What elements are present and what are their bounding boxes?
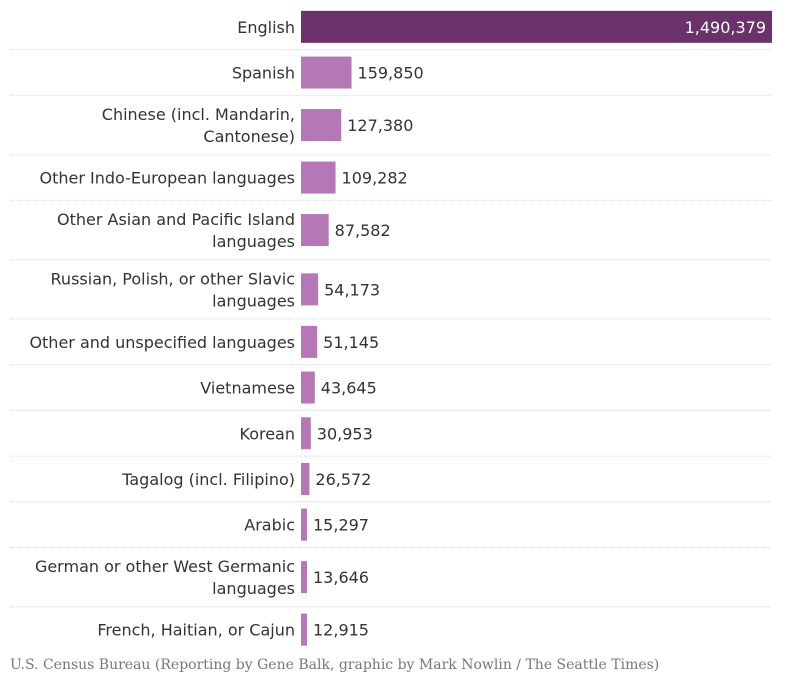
bar-5 — [301, 273, 319, 306]
value-label: 87,582 — [335, 221, 391, 240]
bar-7 — [301, 371, 315, 404]
category-label: Spanish — [232, 64, 295, 83]
category-label: German or other West Germanic languages — [35, 557, 295, 598]
bar-3 — [301, 161, 336, 194]
category-label: Korean — [240, 424, 296, 443]
value-label: 1,490,379 — [685, 18, 766, 37]
value-label: 54,173 — [324, 280, 380, 299]
category-label: French, Haitian, or Cajun — [97, 621, 295, 640]
value-label: 26,572 — [315, 470, 371, 489]
bar-10 — [301, 508, 307, 541]
bar-9 — [301, 462, 310, 495]
bar-12 — [301, 613, 307, 646]
bar-2 — [301, 109, 342, 142]
bar-8 — [301, 417, 311, 450]
value-label: 159,850 — [358, 64, 424, 83]
category-label: English — [237, 18, 295, 37]
category-label: Other Indo-European languages — [39, 169, 295, 188]
category-label: Vietnamese — [200, 379, 295, 398]
bar-chart: English 1,490,379 Spanish 159,850 Chinese (i… — [10, 10, 772, 646]
category-label: Tagalog (incl. Filipino) — [121, 470, 295, 489]
bar-6 — [301, 325, 318, 358]
category-label: Chinese (incl. Mandarin, Cantonese) — [102, 105, 295, 146]
bar-0 — [301, 10, 772, 43]
category-label: Other Asian and Pacific Island languages — [57, 210, 295, 251]
value-label: 12,915 — [313, 621, 369, 640]
value-label: 30,953 — [317, 424, 373, 443]
category-label: Arabic — [244, 516, 295, 535]
category-label: Other and unspecified languages — [29, 333, 295, 352]
value-label: 13,646 — [313, 568, 369, 587]
value-label: 109,282 — [342, 169, 408, 188]
bar-1 — [301, 56, 352, 89]
bar-4 — [301, 214, 329, 247]
source-note: U.S. Census Bureau (Reporting by Gene Ba… — [10, 657, 660, 673]
value-label: 51,145 — [323, 333, 379, 352]
category-label: Russian, Polish, or other Slavic language… — [51, 269, 295, 310]
bar-11 — [301, 561, 307, 594]
value-label: 43,645 — [321, 379, 377, 398]
value-label: 15,297 — [313, 516, 369, 535]
value-label: 127,380 — [347, 116, 413, 135]
